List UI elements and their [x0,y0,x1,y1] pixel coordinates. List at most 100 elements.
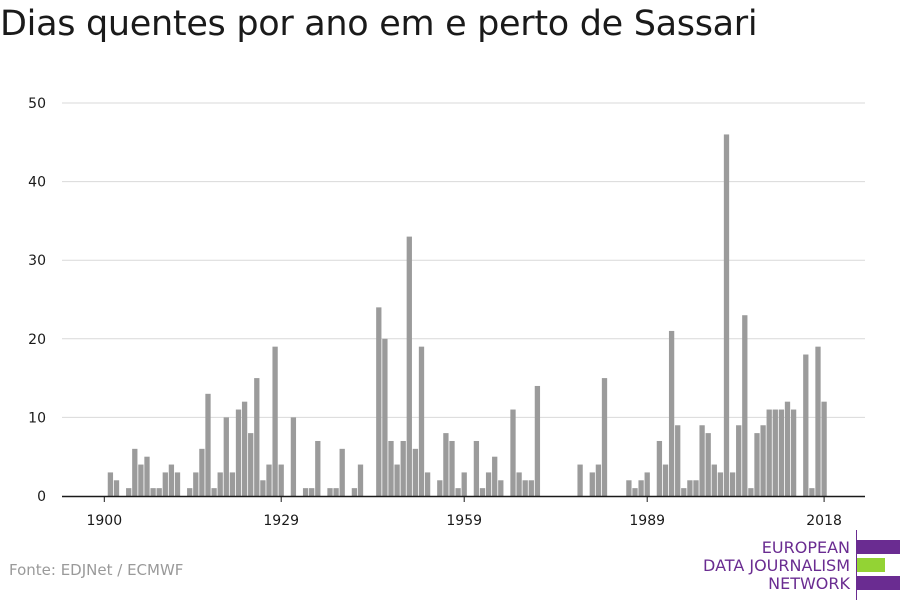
bar-1959 [461,472,467,496]
bar-2018 [821,401,827,496]
bar-1941 [351,488,358,496]
bar-1962 [479,488,486,496]
x-tick-label: 1900 [86,513,122,529]
bar-2010 [772,409,778,496]
bar-1919 [217,472,223,496]
bar-1938 [333,488,339,496]
source-note: Fonte: EDJNet / ECMWF [9,561,184,579]
logo-bar-purple-bottom [857,576,900,590]
y-tick-label: 10 [28,410,46,426]
bar-1906 [138,464,144,496]
bar-1970 [528,480,534,496]
grid-lines [62,102,865,418]
bar-1961 [473,440,480,496]
bar-1937 [327,488,333,496]
bar-1909 [156,488,162,496]
bar-1949 [400,440,406,496]
bar-1945 [376,307,382,496]
bar-1999 [705,433,711,496]
bar-1901 [107,472,114,496]
edjnet-logo: EUROPEAN DATA JOURNALISM NETWORK [700,530,900,600]
bar-1953 [424,472,431,496]
bar-2015 [803,354,809,496]
bar-1907 [144,456,150,496]
bars [107,134,827,496]
bar-1929 [278,464,284,496]
y-tick-labels: 0 10 20 30 40 50 [28,96,46,505]
bar-1928 [272,346,278,496]
bar-chart: 0 10 20 30 40 50 1900 1929 1959 1989 2018 [28,96,865,529]
bar-1933 [302,488,309,496]
bar-1988 [638,480,644,496]
bar-1925 [254,378,260,496]
bar-1926 [260,480,266,496]
bar-1950 [406,236,412,496]
bar-1902 [113,480,120,496]
bar-2009 [766,409,772,496]
x-ticks: 1900 1929 1959 1989 2018 [86,496,842,529]
x-tick-label: 1989 [629,513,665,529]
bar-2000 [711,464,717,496]
bar-1922 [235,409,242,496]
bar-1921 [229,472,236,496]
bar-1996 [687,480,693,496]
bar-1997 [693,480,699,496]
bar-2002 [723,134,730,496]
bar-1986 [626,480,632,496]
bar-1991 [656,440,663,496]
bar-2007 [754,433,760,496]
bar-1946 [382,338,388,496]
bar-1967 [510,409,516,496]
bar-1957 [449,440,455,496]
bar-1998 [699,425,705,496]
bar-1947 [388,440,394,496]
bar-2017 [815,346,821,496]
bar-1969 [522,480,528,496]
bar-1964 [492,456,498,496]
bar-1987 [632,488,638,496]
bar-1981 [595,464,602,496]
bar-2001 [717,472,724,496]
bar-2006 [748,488,754,496]
bar-1963 [485,472,492,496]
bar-1942 [357,464,364,496]
bar-1980 [589,472,595,496]
bar-1951 [412,448,419,496]
bar-1931 [290,417,297,496]
logo-text-line-1: EUROPEAN [761,538,850,557]
bar-2004 [736,425,742,496]
logo-text-line-2: DATA JOURNALISM [703,556,850,575]
bar-1994 [675,425,681,496]
logo-bar-purple-top [857,540,900,554]
bar-1958 [455,488,461,496]
y-tick-label: 30 [28,253,46,269]
bar-1905 [132,448,138,496]
bar-1915 [193,472,199,496]
bar-1914 [187,488,193,496]
bar-2012 [784,401,791,496]
bar-1924 [248,433,254,496]
logo-divider [856,530,857,600]
bar-1910 [162,472,168,496]
bar-1908 [150,488,156,496]
y-tick-label: 50 [28,96,46,112]
bar-1995 [681,488,687,496]
bar-2016 [809,488,815,496]
bar-1978 [577,464,583,496]
y-tick-label: 40 [28,175,46,191]
bar-1918 [211,488,217,496]
y-tick-label: 20 [28,332,46,348]
bar-1923 [241,401,248,496]
chart-title: Dias quentes por ano em e perto de Sassa… [0,4,758,44]
bar-1965 [498,480,504,496]
bar-1935 [315,440,321,496]
logo-text-line-3: NETWORK [768,574,850,593]
x-tick-label: 1959 [446,513,482,529]
logo-bar-green [857,558,885,572]
bar-1916 [199,448,205,496]
bar-1904 [126,488,132,496]
bar-1927 [266,464,272,496]
bar-2011 [778,409,785,496]
x-tick-label: 2018 [806,513,842,529]
bar-1912 [174,472,181,496]
